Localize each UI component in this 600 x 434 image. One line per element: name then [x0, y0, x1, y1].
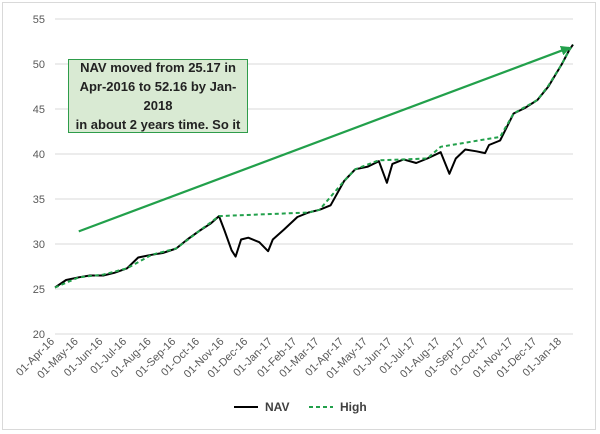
series-lines: [54, 44, 574, 289]
y-tick-label: 20: [33, 329, 45, 341]
legend: NAV High: [234, 400, 367, 414]
legend-label-nav: NAV: [265, 400, 289, 414]
y-tick-label: 35: [33, 194, 45, 206]
y-tick-label: 50: [33, 59, 45, 71]
legend-label-high: High: [340, 400, 367, 414]
y-tick-label: 30: [33, 239, 45, 251]
y-tick-label: 25: [33, 284, 45, 296]
trend-arrow: [78, 45, 571, 233]
series-line-high: [54, 44, 574, 289]
y-tick-label: 45: [33, 104, 45, 116]
y-tick-label: 55: [33, 14, 45, 26]
x-axis-tick-labels: 01-Apr-1601-May-1601-Jun-1601-Jul-1601-A…: [14, 336, 564, 382]
annotation-box: NAV moved from 25.17 in Apr-2016 to 52.1…: [68, 59, 248, 133]
annotation-text: NAV moved from 25.17 in Apr-2016 to 52.1…: [75, 60, 241, 132]
y-tick-label: 40: [33, 149, 45, 161]
y-axis-tick-labels: 20 25 30 35 40 45 50 55: [33, 14, 45, 341]
chart-frame: 20 25 30 35 40 45 50 55 01-Apr-16 01-May-16 01-Ju…: [2, 2, 596, 430]
